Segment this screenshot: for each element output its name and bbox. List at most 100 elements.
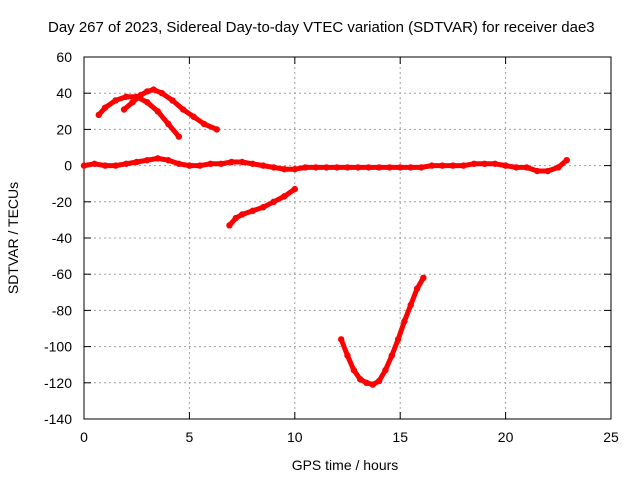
data-point xyxy=(470,160,478,167)
data-series-group xyxy=(226,185,298,229)
data-point xyxy=(129,99,136,106)
data-series-group xyxy=(120,86,221,133)
data-series-line xyxy=(96,94,182,140)
y-tick-label: -60 xyxy=(52,266,72,282)
data-point xyxy=(407,301,414,309)
y-tick-label: 0 xyxy=(64,158,72,174)
data-point xyxy=(249,207,256,215)
axis-ticks: 0 5 10 15 20 25 60 40 20 0 -20 -40 -60 -80 -100 -120 -14… xyxy=(44,49,619,445)
data-point xyxy=(190,113,197,120)
data-point xyxy=(259,204,267,211)
data-point xyxy=(165,156,172,164)
data-point xyxy=(228,158,235,166)
data-point xyxy=(333,164,341,171)
data-point xyxy=(449,162,457,169)
data-point xyxy=(512,164,520,171)
data-point xyxy=(213,126,221,133)
data-point xyxy=(312,164,320,171)
data-point xyxy=(534,167,541,175)
data-point xyxy=(122,93,130,101)
data-point xyxy=(259,162,267,169)
x-tick-label: 25 xyxy=(603,429,619,445)
data-point xyxy=(350,366,358,374)
data-point xyxy=(302,164,309,171)
chart-title: Day 267 of 2023, Sidereal Day-to-day VTE… xyxy=(48,19,595,36)
data-point xyxy=(217,160,225,167)
data-point xyxy=(413,285,421,292)
data-point xyxy=(460,162,467,169)
data-point xyxy=(365,164,372,171)
data-point xyxy=(238,158,246,166)
data-point xyxy=(491,160,499,167)
plot-frame xyxy=(83,56,612,420)
data-point xyxy=(388,352,395,359)
data-point xyxy=(169,97,176,104)
data-point xyxy=(523,164,530,171)
data-point xyxy=(401,318,408,325)
data-point xyxy=(207,160,214,167)
data-point xyxy=(439,162,446,169)
data-point xyxy=(112,162,119,169)
data-point xyxy=(420,274,427,282)
data-point xyxy=(397,164,404,171)
data-point xyxy=(144,99,151,106)
data-point xyxy=(481,160,488,167)
data-series-group xyxy=(337,274,427,388)
data-point xyxy=(165,120,172,128)
data-point xyxy=(238,211,246,218)
data-point xyxy=(281,166,288,173)
y-tick-label: -140 xyxy=(44,411,72,427)
data-point xyxy=(158,90,166,97)
y-tick-label: -100 xyxy=(44,339,72,355)
data-point xyxy=(112,97,119,104)
data-point xyxy=(101,162,109,169)
data-point xyxy=(544,167,551,175)
y-tick-label: -20 xyxy=(52,194,72,210)
data-point xyxy=(196,162,204,169)
data-point xyxy=(428,162,436,169)
data-point xyxy=(144,156,151,164)
data-point xyxy=(137,91,145,99)
data-point xyxy=(179,106,187,113)
data-point xyxy=(563,156,570,164)
data-point xyxy=(344,164,351,171)
data-point xyxy=(386,164,393,171)
data-point xyxy=(418,164,425,171)
data-point xyxy=(281,193,288,200)
data-point xyxy=(91,160,98,167)
y-axis-label: SDTVAR / TECUs xyxy=(5,182,21,294)
data-point xyxy=(95,111,102,119)
data-point xyxy=(382,366,389,374)
data-series-group xyxy=(80,155,570,175)
y-tick-label: -80 xyxy=(52,302,72,318)
data-point xyxy=(291,166,298,173)
y-tick-label: -40 xyxy=(52,230,72,246)
data-point xyxy=(133,158,140,166)
data-point xyxy=(394,336,402,343)
data-point xyxy=(186,162,193,169)
data-point xyxy=(502,162,509,169)
x-tick-label: 0 xyxy=(80,429,88,445)
data-point xyxy=(122,160,130,167)
data-point xyxy=(407,164,414,171)
data-point xyxy=(249,160,256,167)
data-point xyxy=(369,381,376,388)
data-point xyxy=(175,160,183,167)
data-point xyxy=(154,108,161,115)
x-tick-label: 5 xyxy=(186,429,194,445)
grid xyxy=(84,57,611,419)
data-point xyxy=(375,164,383,171)
data-point xyxy=(323,164,330,171)
data-point xyxy=(270,198,277,205)
data-point xyxy=(363,379,370,386)
data-point xyxy=(150,86,157,93)
data-point xyxy=(175,133,183,140)
data-point xyxy=(101,104,109,111)
data-point xyxy=(270,164,277,171)
data-point xyxy=(120,106,128,113)
data-point xyxy=(344,352,351,359)
data-point xyxy=(154,155,161,162)
data-point xyxy=(226,222,233,229)
y-tick-label: 20 xyxy=(56,121,72,137)
